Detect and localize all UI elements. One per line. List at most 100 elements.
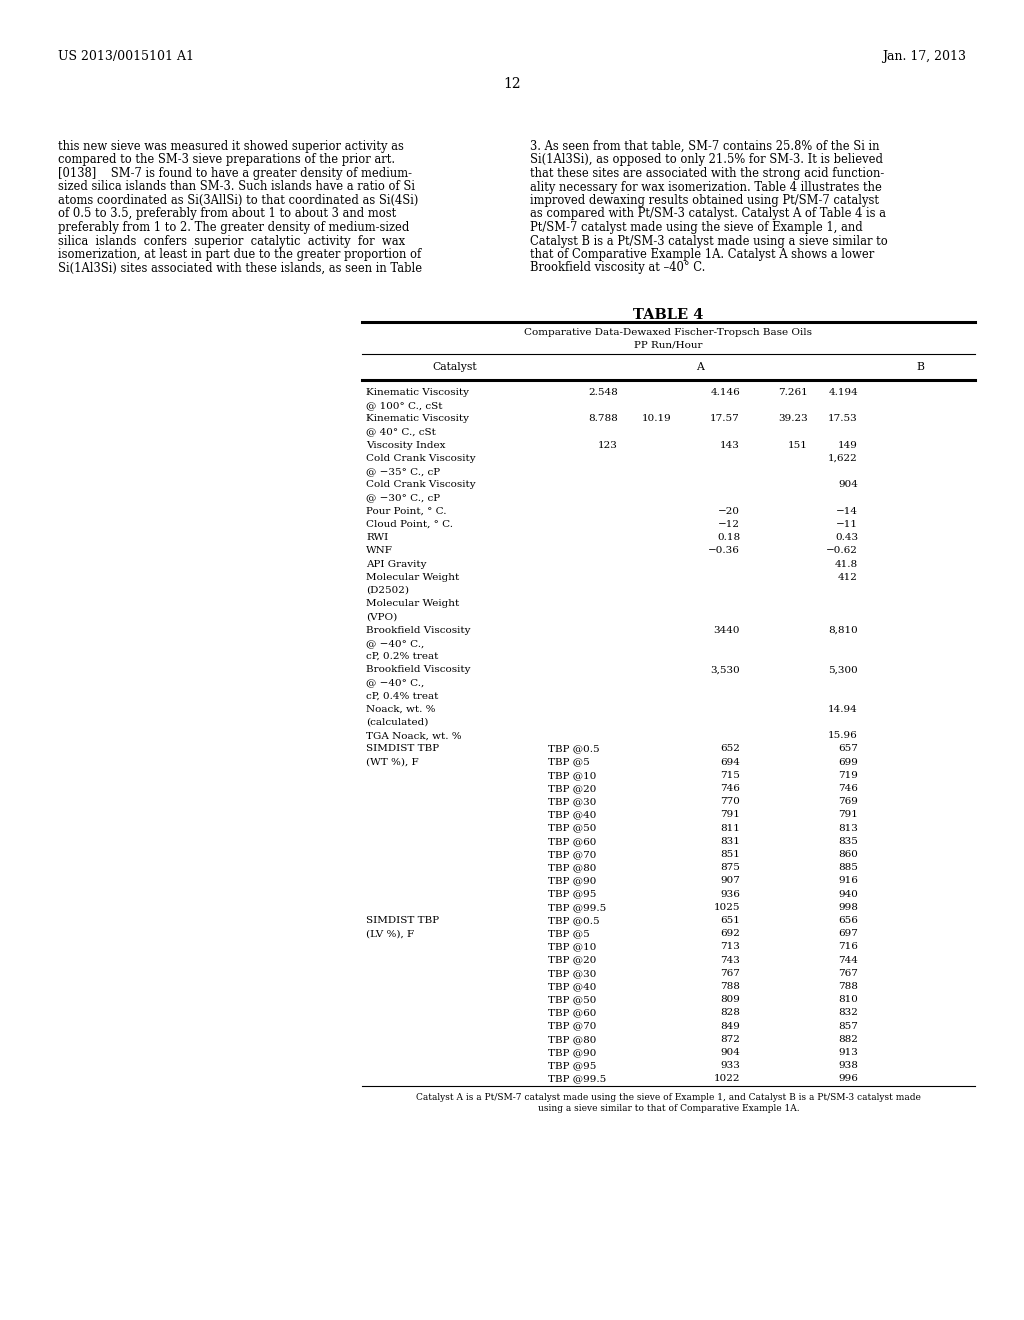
Text: as compared with Pt/SM-3 catalyst. Catalyst A of Table 4 is a: as compared with Pt/SM-3 catalyst. Catal… — [530, 207, 886, 220]
Text: 767: 767 — [838, 969, 858, 978]
Text: improved dewaxing results obtained using Pt/SM-7 catalyst: improved dewaxing results obtained using… — [530, 194, 879, 207]
Text: TBP @90: TBP @90 — [548, 1048, 596, 1057]
Text: sized silica islands than SM-3. Such islands have a ratio of Si: sized silica islands than SM-3. Such isl… — [58, 181, 415, 194]
Text: 17.57: 17.57 — [711, 414, 740, 424]
Text: B: B — [916, 362, 924, 372]
Text: Brookfield Viscosity: Brookfield Viscosity — [366, 665, 470, 675]
Text: that of Comparative Example 1A. Catalyst A shows a lower: that of Comparative Example 1A. Catalyst… — [530, 248, 874, 261]
Text: 8,810: 8,810 — [828, 626, 858, 635]
Text: @ −40° C.,: @ −40° C., — [366, 639, 424, 648]
Text: (VPO): (VPO) — [366, 612, 397, 622]
Text: 412: 412 — [838, 573, 858, 582]
Text: 938: 938 — [838, 1061, 858, 1071]
Text: A: A — [696, 362, 703, 372]
Text: 913: 913 — [838, 1048, 858, 1057]
Text: 699: 699 — [838, 758, 858, 767]
Text: RWI: RWI — [366, 533, 388, 543]
Text: 875: 875 — [720, 863, 740, 873]
Text: 788: 788 — [838, 982, 858, 991]
Text: −11: −11 — [836, 520, 858, 529]
Text: using a sieve similar to that of Comparative Example 1A.: using a sieve similar to that of Compara… — [538, 1104, 800, 1113]
Text: TBP @40: TBP @40 — [548, 810, 596, 820]
Text: 1025: 1025 — [714, 903, 740, 912]
Text: 151: 151 — [788, 441, 808, 450]
Text: 0.43: 0.43 — [835, 533, 858, 543]
Text: 39.23: 39.23 — [778, 414, 808, 424]
Text: Kinematic Viscosity: Kinematic Viscosity — [366, 414, 469, 424]
Text: PP Run/Hour: PP Run/Hour — [634, 341, 702, 348]
Text: 715: 715 — [720, 771, 740, 780]
Text: cP, 0.2% treat: cP, 0.2% treat — [366, 652, 438, 661]
Text: 123: 123 — [598, 441, 618, 450]
Text: 860: 860 — [838, 850, 858, 859]
Text: 12: 12 — [503, 77, 521, 91]
Text: TBP @5: TBP @5 — [548, 758, 590, 767]
Text: 933: 933 — [720, 1061, 740, 1071]
Text: Molecular Weight: Molecular Weight — [366, 599, 459, 609]
Text: 811: 811 — [720, 824, 740, 833]
Text: 14.94: 14.94 — [828, 705, 858, 714]
Text: 4.146: 4.146 — [711, 388, 740, 397]
Text: @ 40° C., cSt: @ 40° C., cSt — [366, 428, 436, 437]
Text: TBP @95: TBP @95 — [548, 890, 596, 899]
Text: 143: 143 — [720, 441, 740, 450]
Text: Catalyst B is a Pt/SM-3 catalyst made using a sieve similar to: Catalyst B is a Pt/SM-3 catalyst made us… — [530, 235, 888, 248]
Text: Brookfield Viscosity: Brookfield Viscosity — [366, 626, 470, 635]
Text: (D2502): (D2502) — [366, 586, 409, 595]
Text: TBP @50: TBP @50 — [548, 824, 596, 833]
Text: TBP @10: TBP @10 — [548, 771, 596, 780]
Text: 769: 769 — [838, 797, 858, 807]
Text: Viscosity Index: Viscosity Index — [366, 441, 445, 450]
Text: 907: 907 — [720, 876, 740, 886]
Text: 849: 849 — [720, 1022, 740, 1031]
Text: Comparative Data-Dewaxed Fischer-Tropsch Base Oils: Comparative Data-Dewaxed Fischer-Tropsch… — [524, 327, 812, 337]
Text: TBP @20: TBP @20 — [548, 784, 596, 793]
Text: TBP @95: TBP @95 — [548, 1061, 596, 1071]
Text: 746: 746 — [720, 784, 740, 793]
Text: 940: 940 — [838, 890, 858, 899]
Text: 657: 657 — [838, 744, 858, 754]
Text: @ 100° C., cSt: @ 100° C., cSt — [366, 401, 442, 411]
Text: of 0.5 to 3.5, preferably from about 1 to about 3 and most: of 0.5 to 3.5, preferably from about 1 t… — [58, 207, 396, 220]
Text: [0138]    SM-7 is found to have a greater density of medium-: [0138] SM-7 is found to have a greater d… — [58, 168, 412, 180]
Text: 1022: 1022 — [714, 1074, 740, 1084]
Text: 936: 936 — [720, 890, 740, 899]
Text: 744: 744 — [838, 956, 858, 965]
Text: 831: 831 — [720, 837, 740, 846]
Text: Cloud Point, ° C.: Cloud Point, ° C. — [366, 520, 453, 529]
Text: 813: 813 — [838, 824, 858, 833]
Text: TBP @99.5: TBP @99.5 — [548, 903, 606, 912]
Text: TBP @80: TBP @80 — [548, 1035, 596, 1044]
Text: 694: 694 — [720, 758, 740, 767]
Text: 791: 791 — [720, 810, 740, 820]
Text: 767: 767 — [720, 969, 740, 978]
Text: Catalyst: Catalyst — [433, 362, 477, 372]
Text: 0.18: 0.18 — [717, 533, 740, 543]
Text: 788: 788 — [720, 982, 740, 991]
Text: 832: 832 — [838, 1008, 858, 1018]
Text: TBP @5: TBP @5 — [548, 929, 590, 939]
Text: TBP @90: TBP @90 — [548, 876, 596, 886]
Text: TBP @0.5: TBP @0.5 — [548, 916, 600, 925]
Text: ality necessary for wax isomerization. Table 4 illustrates the: ality necessary for wax isomerization. T… — [530, 181, 882, 194]
Text: compared to the SM-3 sieve preparations of the prior art.: compared to the SM-3 sieve preparations … — [58, 153, 395, 166]
Text: 3440: 3440 — [714, 626, 740, 635]
Text: TBP @0.5: TBP @0.5 — [548, 744, 600, 754]
Text: TBP @30: TBP @30 — [548, 969, 596, 978]
Text: 656: 656 — [838, 916, 858, 925]
Text: TBP @70: TBP @70 — [548, 850, 596, 859]
Text: Si(1Al3Si), as opposed to only 21.5% for SM-3. It is believed: Si(1Al3Si), as opposed to only 21.5% for… — [530, 153, 883, 166]
Text: −20: −20 — [718, 507, 740, 516]
Text: Catalyst A is a Pt/SM-7 catalyst made using the sieve of Example 1, and Catalyst: Catalyst A is a Pt/SM-7 catalyst made us… — [416, 1093, 921, 1102]
Text: (LV %), F: (LV %), F — [366, 929, 414, 939]
Text: 15.96: 15.96 — [828, 731, 858, 741]
Text: TBP @30: TBP @30 — [548, 797, 596, 807]
Text: US 2013/0015101 A1: US 2013/0015101 A1 — [58, 50, 194, 63]
Text: 41.8: 41.8 — [835, 560, 858, 569]
Text: 851: 851 — [720, 850, 740, 859]
Text: 998: 998 — [838, 903, 858, 912]
Text: −14: −14 — [836, 507, 858, 516]
Text: Brookfield viscosity at –40° C.: Brookfield viscosity at –40° C. — [530, 261, 706, 275]
Text: TBP @10: TBP @10 — [548, 942, 596, 952]
Text: atoms coordinated as Si(3AllSi) to that coordinated as Si(4Si): atoms coordinated as Si(3AllSi) to that … — [58, 194, 419, 207]
